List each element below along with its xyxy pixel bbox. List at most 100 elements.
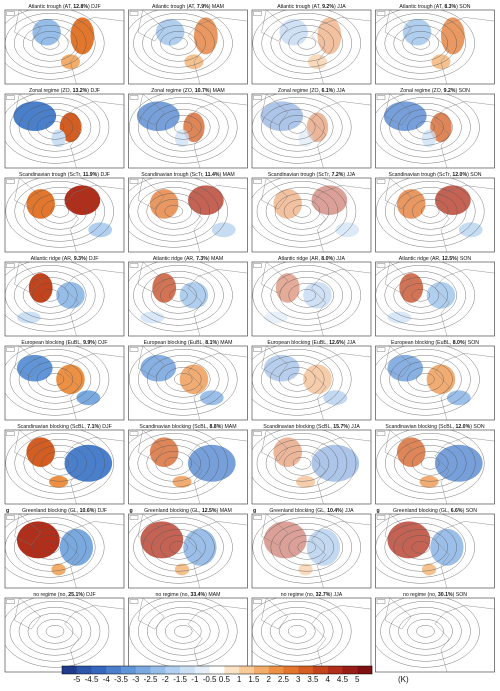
contour: [256, 181, 348, 242]
contour: [393, 25, 448, 62]
map-inset-box: [253, 11, 262, 16]
anomaly-shading: [396, 189, 426, 219]
colorbar-swatch: [253, 666, 269, 674]
contour: [32, 445, 87, 482]
coastline: [384, 430, 495, 504]
anomaly-shading: [183, 528, 217, 566]
coastline: [261, 94, 371, 168]
map-inset-box: [253, 515, 262, 520]
anomaly-shading: [76, 390, 101, 406]
panel: no regime (no, 32.7%) JJA: [251, 592, 372, 673]
title-part: ) JJA: [333, 256, 345, 262]
panel-mark: g: [253, 508, 256, 514]
map: [252, 10, 371, 84]
anomaly-shading: [28, 273, 53, 303]
colorbar-swatch: [91, 666, 107, 674]
map-inset-box: [129, 179, 139, 184]
contour: [288, 121, 307, 134]
title-part: 30.1%: [438, 592, 453, 598]
contour: [169, 37, 188, 50]
title-part: Atlantic ridge (AR,: [278, 256, 321, 262]
title-part: 10.7%: [195, 88, 210, 94]
contour: [297, 541, 316, 554]
title-part: 12.5%: [442, 256, 457, 262]
map: [375, 598, 495, 672]
anomaly-shading: [421, 129, 437, 148]
map-inset-box: [6, 431, 15, 436]
anomaly-shading: [211, 222, 236, 238]
title-part: Atlantic ridge (AR,: [31, 256, 74, 262]
contour: [384, 19, 457, 68]
panel: Zonal regime (ZO, 9.2%) SON: [375, 88, 495, 169]
anomaly-shading: [323, 390, 348, 406]
anomaly-shading: [51, 563, 66, 576]
contour: [375, 262, 475, 332]
map: [252, 178, 371, 252]
contour: [279, 25, 334, 62]
title-part: Zonal regime (ZO,: [278, 88, 322, 94]
panel-title: no regime (no, 33.4%) MAM: [156, 592, 221, 598]
anomaly-shading: [16, 354, 53, 382]
title-part: 33.4%: [190, 592, 205, 598]
contour: [403, 445, 458, 482]
map-background: [128, 9, 248, 85]
anomaly-shading: [193, 17, 218, 55]
contour: [252, 601, 343, 662]
map: [5, 10, 124, 84]
contour: [375, 514, 475, 584]
map-inset-box: [6, 515, 15, 520]
contour: [421, 457, 440, 470]
panel: no regime (no, 25.1%) DJF: [4, 592, 125, 673]
contour: [5, 262, 105, 332]
title-part: 9.2%: [322, 4, 334, 10]
contour: [252, 430, 357, 500]
contour: [5, 178, 114, 248]
colorbar-swatch: [62, 666, 77, 674]
anomaly-shading: [458, 222, 483, 238]
map-inset-box: [129, 599, 139, 604]
anomaly-shading: [26, 189, 55, 219]
contour: [27, 613, 83, 650]
map: [128, 514, 248, 588]
title-part: 12.0%: [452, 172, 467, 178]
title-part: 12.8%: [73, 4, 88, 10]
contour: [279, 367, 316, 392]
map-inset-box: [376, 599, 386, 604]
colorbar-tick-label: 5: [355, 675, 360, 684]
map: [252, 346, 371, 420]
anomaly-shading: [149, 189, 179, 219]
title-part: Scandinavian blocking (ScBL,: [139, 424, 209, 430]
coastline: [261, 10, 371, 84]
contour: [36, 115, 74, 140]
colorbar-swatch: [342, 666, 358, 674]
contour: [411, 289, 430, 302]
panel-title: Atlantic ridge (AR, 7.3%) MAM: [153, 256, 223, 262]
anomaly-shading: [172, 475, 192, 488]
map-inset-box: [129, 263, 139, 268]
map: [5, 346, 124, 420]
map: [252, 94, 371, 168]
map-inset-box: [253, 95, 262, 100]
anomaly-shading: [306, 112, 329, 143]
title-part: 10.4%: [327, 508, 342, 514]
contour: [156, 361, 211, 398]
contour: [138, 97, 229, 158]
contour: [252, 178, 357, 248]
contour: [156, 109, 211, 146]
anomaly-shading: [273, 437, 302, 468]
contour: [36, 367, 74, 392]
contour: [394, 187, 467, 236]
map-background: [251, 9, 372, 85]
contour: [411, 541, 430, 554]
colorbar-unit: (K): [398, 675, 409, 684]
title-part: ) MAM: [209, 4, 224, 10]
panel-title: Atlantic ridge (AR, 8.0%) JJA: [278, 256, 345, 262]
title-part: European blocking (EuBL,: [144, 340, 206, 346]
panel: Scandinavian trough (ScTr, 11.4%) MAM: [128, 172, 248, 253]
title-part: ) SON: [455, 88, 470, 94]
anomaly-shading: [56, 281, 85, 309]
contour: [146, 193, 201, 230]
contour: [27, 109, 83, 146]
title-part: Greenland blocking (GL,: [393, 508, 451, 514]
contour: [18, 607, 92, 656]
